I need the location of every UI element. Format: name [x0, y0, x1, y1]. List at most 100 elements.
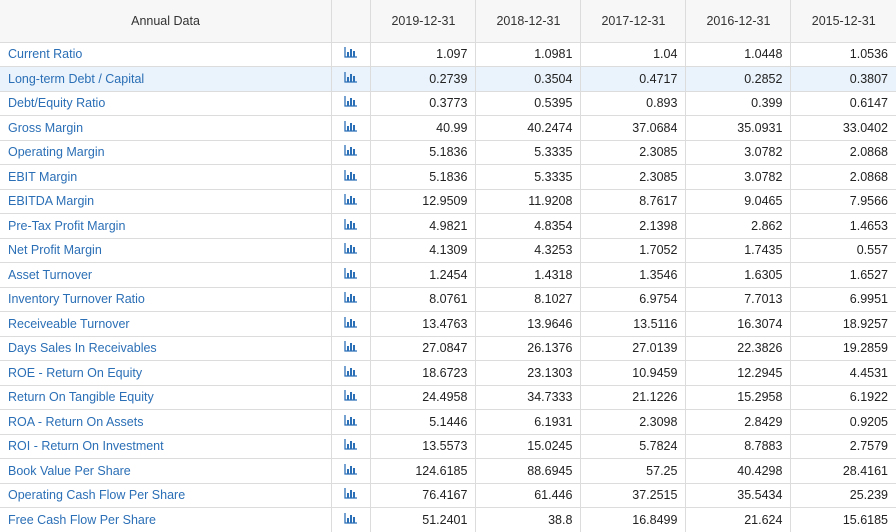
metric-link[interactable]: EBIT Margin: [8, 170, 77, 184]
bar-chart-icon[interactable]: [344, 341, 358, 352]
chart-icon-cell[interactable]: [332, 385, 371, 410]
metric-link[interactable]: Free Cash Flow Per Share: [8, 513, 156, 527]
value-cell: 33.0402: [791, 116, 896, 141]
metric-link[interactable]: Long-term Debt / Capital: [8, 72, 144, 86]
chart-icon-cell[interactable]: [332, 434, 371, 459]
value-cell: 10.9459: [581, 361, 686, 386]
metric-link[interactable]: Book Value Per Share: [8, 464, 131, 478]
chart-icon-cell[interactable]: [332, 140, 371, 165]
metric-link[interactable]: Operating Cash Flow Per Share: [8, 488, 185, 502]
value-cell: 5.3335: [476, 140, 581, 165]
value-cell: 21.1226: [581, 385, 686, 410]
value-cell: 76.4167: [371, 483, 476, 508]
metric-link[interactable]: Return On Tangible Equity: [8, 390, 154, 404]
chart-icon-cell[interactable]: [332, 42, 371, 67]
value-cell: 21.624: [686, 508, 791, 532]
bar-chart-icon[interactable]: [344, 439, 358, 450]
metric-link[interactable]: Operating Margin: [8, 145, 105, 159]
chart-icon-cell[interactable]: [332, 238, 371, 263]
chart-icon-cell[interactable]: [332, 508, 371, 532]
value-cell: 0.2739: [371, 67, 476, 92]
value-cell: 5.1836: [371, 165, 476, 190]
table-row: Days Sales In Receivables27.084726.13762…: [0, 336, 896, 361]
bar-chart-icon[interactable]: [344, 170, 358, 181]
table-row: ROE - Return On Equity 18.672323.130310.9…: [0, 361, 896, 386]
value-cell: 7.9566: [791, 189, 896, 214]
value-cell: 2.3085: [581, 140, 686, 165]
bar-chart-icon[interactable]: [344, 366, 358, 377]
chart-icon-cell[interactable]: [332, 91, 371, 116]
table-row: EBIT Margin5.18365.33352.30853.07822.086…: [0, 165, 896, 190]
metric-link[interactable]: Inventory Turnover Ratio: [8, 292, 145, 306]
value-cell: 57.25: [581, 459, 686, 484]
metric-link[interactable]: Net Profit Margin: [8, 243, 102, 257]
chart-icon-cell[interactable]: [332, 410, 371, 435]
bar-chart-icon[interactable]: [344, 488, 358, 499]
chart-icon-cell[interactable]: [332, 189, 371, 214]
value-cell: 1.3546: [581, 263, 686, 288]
value-cell: 0.9205: [791, 410, 896, 435]
bar-chart-icon[interactable]: [344, 145, 358, 156]
metric-cell: Pre-Tax Profit Margin: [0, 214, 332, 239]
header-col-3: 2016-12-31: [686, 0, 791, 42]
bar-chart-icon[interactable]: [344, 464, 358, 475]
value-cell: 16.3074: [686, 312, 791, 337]
value-cell: 2.1398: [581, 214, 686, 239]
chart-icon-cell[interactable]: [332, 361, 371, 386]
bar-chart-icon[interactable]: [344, 219, 358, 230]
metric-link[interactable]: Current Ratio: [8, 47, 82, 61]
chart-icon-cell[interactable]: [332, 214, 371, 239]
metric-cell: Days Sales In Receivables: [0, 336, 332, 361]
metric-link[interactable]: Gross Margin: [8, 121, 83, 135]
bar-chart-icon[interactable]: [344, 121, 358, 132]
value-cell: 4.3253: [476, 238, 581, 263]
metric-link[interactable]: Receiveable Turnover: [8, 317, 130, 331]
chart-icon-cell[interactable]: [332, 116, 371, 141]
bar-chart-icon[interactable]: [344, 292, 358, 303]
value-cell: 12.9509: [371, 189, 476, 214]
value-cell: 2.8429: [686, 410, 791, 435]
table-row: Return On Tangible Equity24.495834.73332…: [0, 385, 896, 410]
value-cell: 0.399: [686, 91, 791, 116]
chart-icon-cell[interactable]: [332, 287, 371, 312]
metric-link[interactable]: Days Sales In Receivables: [8, 341, 157, 355]
bar-chart-icon[interactable]: [344, 47, 358, 58]
metric-link[interactable]: ROI - Return On Investment: [8, 439, 164, 453]
bar-chart-icon[interactable]: [344, 415, 358, 426]
value-cell: 2.862: [686, 214, 791, 239]
value-cell: 23.1303: [476, 361, 581, 386]
chart-icon-cell[interactable]: [332, 67, 371, 92]
bar-chart-icon[interactable]: [344, 194, 358, 205]
bar-chart-icon[interactable]: [344, 390, 358, 401]
chart-icon-cell[interactable]: [332, 459, 371, 484]
metric-link[interactable]: Asset Turnover: [8, 268, 92, 282]
bar-chart-icon[interactable]: [344, 513, 358, 524]
value-cell: 1.7435: [686, 238, 791, 263]
chart-icon-cell[interactable]: [332, 483, 371, 508]
metric-link[interactable]: ROE - Return On Equity: [8, 366, 142, 380]
bar-chart-icon[interactable]: [344, 268, 358, 279]
chart-icon-cell[interactable]: [332, 263, 371, 288]
chart-icon-cell[interactable]: [332, 165, 371, 190]
value-cell: 18.6723: [371, 361, 476, 386]
value-cell: 1.04: [581, 42, 686, 67]
value-cell: 35.0931: [686, 116, 791, 141]
bar-chart-icon[interactable]: [344, 243, 358, 254]
metric-link[interactable]: EBITDA Margin: [8, 194, 94, 208]
chart-icon-cell[interactable]: [332, 312, 371, 337]
metric-link[interactable]: ROA - Return On Assets: [8, 415, 143, 429]
metric-cell: Operating Margin: [0, 140, 332, 165]
value-cell: 13.4763: [371, 312, 476, 337]
value-cell: 0.2852: [686, 67, 791, 92]
bar-chart-icon[interactable]: [344, 72, 358, 83]
table-header-row: Annual Data 2019-12-31 2018-12-31 2017-1…: [0, 0, 896, 42]
bar-chart-icon[interactable]: [344, 317, 358, 328]
header-annual-data: Annual Data: [0, 0, 332, 42]
table-row: Operating Cash Flow Per Share76.416761.4…: [0, 483, 896, 508]
metric-link[interactable]: Debt/Equity Ratio: [8, 96, 105, 110]
metric-link[interactable]: Pre-Tax Profit Margin: [8, 219, 125, 233]
chart-icon-cell[interactable]: [332, 336, 371, 361]
value-cell: 1.6305: [686, 263, 791, 288]
bar-chart-icon[interactable]: [344, 96, 358, 107]
table-row: Net Profit Margin4.13094.32531.70521.743…: [0, 238, 896, 263]
